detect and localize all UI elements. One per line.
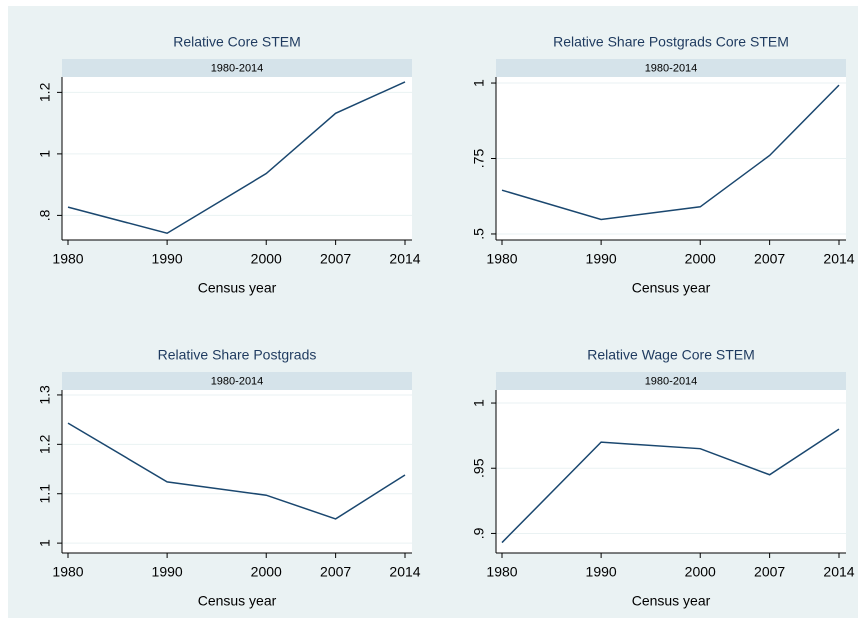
x-axis-label: Census year xyxy=(632,280,711,296)
plot-area xyxy=(496,390,846,553)
x-axis-label: Census year xyxy=(198,593,277,609)
x-tick-label: 1980 xyxy=(486,564,517,580)
x-tick-label: 1990 xyxy=(586,251,617,267)
x-tick-label: 1990 xyxy=(152,251,183,267)
y-tick-label: .8 xyxy=(37,209,53,221)
y-tick-label: .9 xyxy=(471,527,487,539)
x-tick-label: 1980 xyxy=(52,251,83,267)
panel-subtitle: 1980-2014 xyxy=(211,62,264,74)
x-tick-label: 1980 xyxy=(486,251,517,267)
subtitle-strip xyxy=(496,59,846,77)
x-tick-label: 2014 xyxy=(389,564,420,580)
y-tick-label: .75 xyxy=(471,149,487,169)
panel-title: Relative Wage Core STEM xyxy=(587,347,755,363)
x-tick-label: 2007 xyxy=(320,564,351,580)
x-tick-label: 2007 xyxy=(754,251,785,267)
panel-subtitle: 1980-2014 xyxy=(645,375,698,387)
y-tick-label: 1.1 xyxy=(37,484,53,504)
x-tick-label: 2000 xyxy=(251,251,282,267)
y-tick-label: 1 xyxy=(37,150,53,158)
x-tick-label: 2007 xyxy=(320,251,351,267)
panel-title: Relative Share Postgrads xyxy=(158,347,317,363)
y-tick-label: 1 xyxy=(37,539,53,547)
x-tick-label: 2014 xyxy=(823,564,854,580)
x-tick-label: 2000 xyxy=(685,564,716,580)
y-tick-label: 1.2 xyxy=(37,82,53,102)
x-axis-label: Census year xyxy=(632,593,711,609)
y-tick-label: 1.2 xyxy=(37,434,53,454)
panel-title: Relative Core STEM xyxy=(173,34,301,50)
y-tick-label: 1.3 xyxy=(37,385,53,405)
data-line xyxy=(67,81,406,235)
y-tick-label: .5 xyxy=(471,228,487,240)
y-tick-label: .95 xyxy=(471,458,487,478)
data-line xyxy=(67,422,406,520)
subtitle-strip xyxy=(496,372,846,390)
x-tick-label: 2000 xyxy=(251,564,282,580)
subtitle-strip xyxy=(62,59,412,77)
x-tick-label: 2007 xyxy=(754,564,785,580)
y-tick-label: 1 xyxy=(471,79,487,87)
panel-subtitle: 1980-2014 xyxy=(645,62,698,74)
x-tick-label: 2000 xyxy=(685,251,716,267)
x-axis-label: Census year xyxy=(198,280,277,296)
subtitle-strip xyxy=(62,372,412,390)
x-tick-label: 2014 xyxy=(389,251,420,267)
panel-subtitle: 1980-2014 xyxy=(211,375,264,387)
x-tick-label: 1980 xyxy=(52,564,83,580)
y-tick-label: 1 xyxy=(471,399,487,407)
x-tick-label: 2014 xyxy=(823,251,854,267)
x-tick-label: 1990 xyxy=(586,564,617,580)
plot-area xyxy=(62,77,412,240)
data-line xyxy=(501,84,840,221)
data-line xyxy=(501,428,840,544)
x-tick-label: 1990 xyxy=(152,564,183,580)
plot-area xyxy=(62,390,412,553)
panel-title: Relative Share Postgrads Core STEM xyxy=(553,34,789,50)
